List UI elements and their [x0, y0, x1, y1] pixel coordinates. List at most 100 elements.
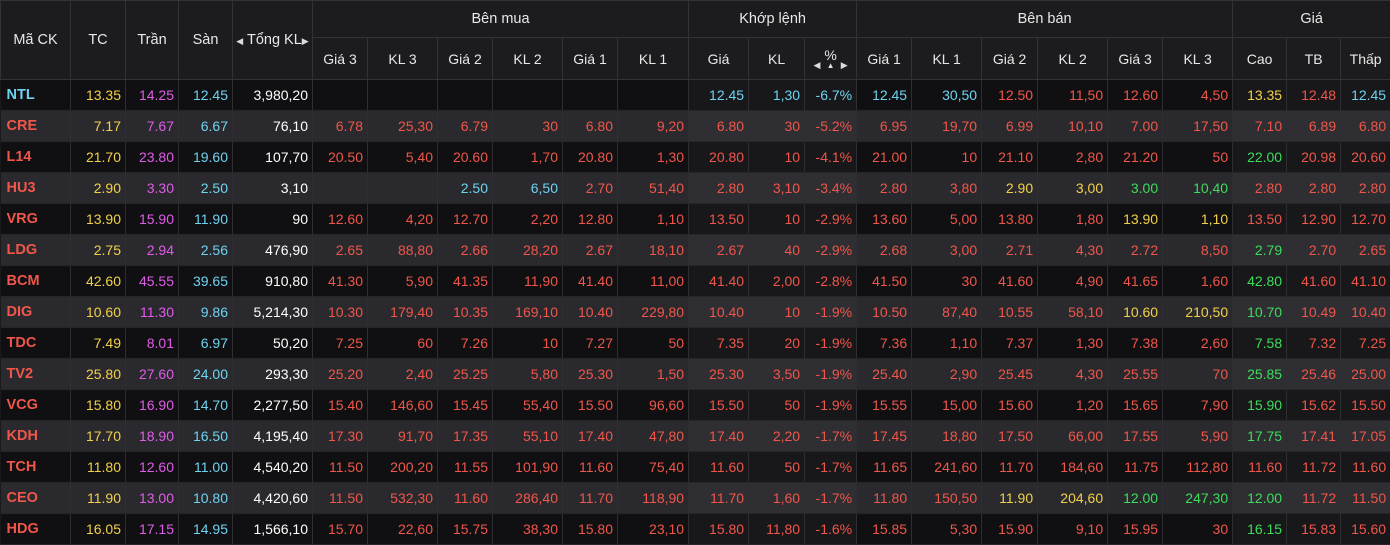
col-header-sell-vol3[interactable]: KL 3 [1163, 38, 1233, 80]
floor-price-cell: 10.80 [179, 483, 233, 514]
group-header-sell: Bên bán [857, 1, 1233, 38]
match-vol-cell: 40 [749, 235, 805, 266]
col-header-match-price[interactable]: Giá [689, 38, 749, 80]
sell-price1-cell: 11.65 [857, 452, 912, 483]
match-price-cell: 25.30 [689, 359, 749, 390]
buy-price3-cell: 7.25 [313, 328, 368, 359]
match-pct-cell: -5.2% [805, 111, 857, 142]
match-pct-cell: -1.9% [805, 297, 857, 328]
col-header-buy-vol3[interactable]: KL 3 [368, 38, 438, 80]
sell-vol1-cell: 3,80 [912, 173, 982, 204]
buy-vol2-cell: 28,20 [493, 235, 563, 266]
avg-price-cell: 20.98 [1287, 142, 1341, 173]
sell-price3-cell: 7.00 [1108, 111, 1163, 142]
buy-price3-cell: 20.50 [313, 142, 368, 173]
low-price-cell: 41.10 [1341, 266, 1390, 297]
sell-vol1-cell: 5,00 [912, 204, 982, 235]
floor-price-cell: 2.56 [179, 235, 233, 266]
col-header-buy-vol1[interactable]: KL 1 [618, 38, 689, 80]
sell-vol2-cell: 1,80 [1038, 204, 1108, 235]
col-header-avg[interactable]: TB [1287, 38, 1341, 80]
col-header-floor[interactable]: Sàn [179, 1, 233, 80]
ceil-price-cell: 12.60 [126, 452, 179, 483]
col-header-ceil[interactable]: Trần [126, 1, 179, 80]
ref-price-cell: 17.70 [71, 421, 126, 452]
col-header-sell-price1[interactable]: Giá 1 [857, 38, 912, 80]
col-header-total-vol[interactable]: ◀ Tổng KL▶ [233, 1, 313, 80]
sell-vol1-cell: 10 [912, 142, 982, 173]
buy-price3-cell: 6.78 [313, 111, 368, 142]
col-header-match-vol[interactable]: KL [749, 38, 805, 80]
col-header-buy-price2[interactable]: Giá 2 [438, 38, 493, 80]
total-vol-cell: 3,10 [233, 173, 313, 204]
buy-vol2-cell [493, 80, 563, 111]
sell-vol1-cell: 3,00 [912, 235, 982, 266]
col-header-sell-price3[interactable]: Giá 3 [1108, 38, 1163, 80]
ref-price-cell: 13.35 [71, 80, 126, 111]
col-header-buy-price3[interactable]: Giá 3 [313, 38, 368, 80]
col-header-low[interactable]: Thấp [1341, 38, 1390, 80]
col-header-high[interactable]: Cao [1233, 38, 1287, 80]
buy-vol3-cell: 5,40 [368, 142, 438, 173]
col-header-sell-vol2[interactable]: KL 2 [1038, 38, 1108, 80]
buy-vol3-cell: 91,70 [368, 421, 438, 452]
ref-price-cell: 7.17 [71, 111, 126, 142]
sell-vol1-cell: 19,70 [912, 111, 982, 142]
low-price-cell: 12.45 [1341, 80, 1390, 111]
buy-price2-cell: 15.45 [438, 390, 493, 421]
pct-right-icon: ▶ [841, 60, 848, 70]
buy-price1-cell: 6.80 [563, 111, 618, 142]
buy-price3-cell: 11.50 [313, 452, 368, 483]
sell-price1-cell: 13.60 [857, 204, 912, 235]
buy-price2-cell: 10.35 [438, 297, 493, 328]
sell-price3-cell: 12.60 [1108, 80, 1163, 111]
sell-vol1-cell: 30 [912, 266, 982, 297]
sell-vol1-cell: 18,80 [912, 421, 982, 452]
buy-vol1-cell: 229,80 [618, 297, 689, 328]
buy-vol2-cell: 286,40 [493, 483, 563, 514]
sell-price1-cell: 15.55 [857, 390, 912, 421]
buy-price3-cell [313, 173, 368, 204]
sell-vol3-cell: 5,90 [1163, 421, 1233, 452]
col-header-match-pct[interactable]: ◀ %▲ ▶ [805, 38, 857, 80]
col-header-buy-vol2[interactable]: KL 2 [493, 38, 563, 80]
col-header-ref[interactable]: TC [71, 1, 126, 80]
sell-vol1-cell: 30,50 [912, 80, 982, 111]
sell-vol2-cell: 1,20 [1038, 390, 1108, 421]
sell-price2-cell: 11.70 [982, 452, 1038, 483]
match-pct-cell: -4.1% [805, 142, 857, 173]
col-header-sell-price2[interactable]: Giá 2 [982, 38, 1038, 80]
match-price-cell: 13.50 [689, 204, 749, 235]
col-header-symbol[interactable]: Mã CK [1, 1, 71, 80]
ceil-price-cell: 14.25 [126, 80, 179, 111]
low-price-cell: 2.80 [1341, 173, 1390, 204]
col-header-buy-price1[interactable]: Giá 1 [563, 38, 618, 80]
sell-vol3-cell: 8,50 [1163, 235, 1233, 266]
col-header-sell-vol1[interactable]: KL 1 [912, 38, 982, 80]
floor-price-cell: 19.60 [179, 142, 233, 173]
buy-price2-cell: 15.75 [438, 514, 493, 545]
low-price-cell: 25.00 [1341, 359, 1390, 390]
match-vol-cell: 50 [749, 390, 805, 421]
buy-price1-cell: 17.40 [563, 421, 618, 452]
floor-price-cell: 6.67 [179, 111, 233, 142]
buy-price1-cell: 15.80 [563, 514, 618, 545]
buy-price2-cell: 20.60 [438, 142, 493, 173]
match-vol-cell: 10 [749, 297, 805, 328]
match-price-cell: 20.80 [689, 142, 749, 173]
